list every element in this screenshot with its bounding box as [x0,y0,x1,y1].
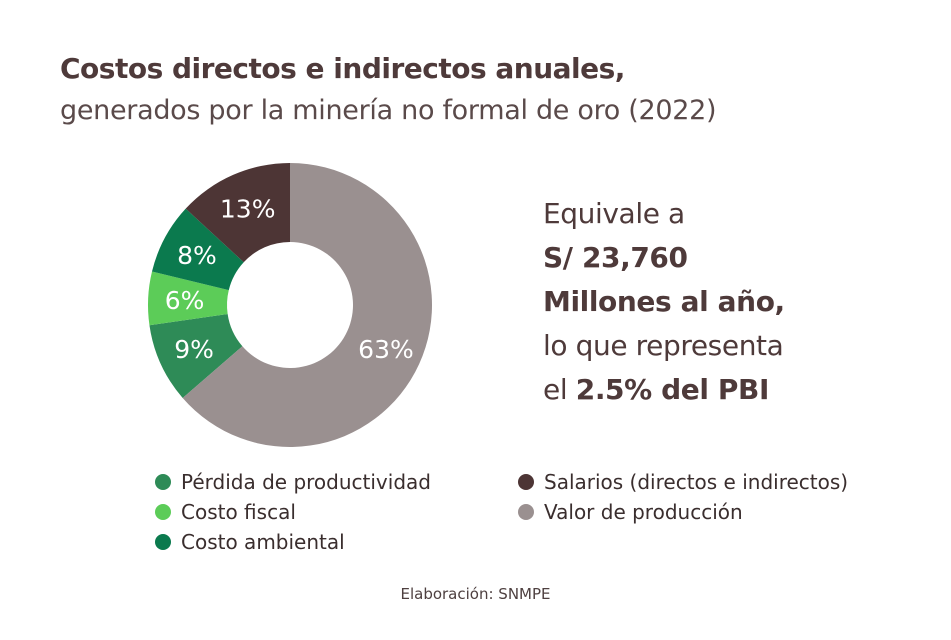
callout-line-4: lo que representa [543,329,784,362]
slice-label-1: 6% [165,286,205,315]
legend-label: Salarios (directos e indirectos) [544,470,849,494]
slice-label-4: 63% [358,335,414,364]
legend-item-produccion: Valor de producción [518,497,848,527]
donut-chart: 9% 6% 8%13% 63% [148,163,432,447]
callout-text: Equivale a S/ 23,760 Millones al año, lo… [543,192,785,412]
slice-label-3: 13% [220,194,276,223]
donut-slice-3 [185,163,290,263]
legend-label: Valor de producción [544,500,743,524]
legend-item-ambiental: Costo ambiental [155,527,431,557]
donut-slice-2 [152,208,244,291]
legend-item-salarios: Salarios (directos e indirectos) [518,467,848,497]
chart-title: Costos directos e indirectos anuales, [60,52,625,85]
legend-label: Costo fiscal [181,500,296,524]
legend-item-perdida: Pérdida de productividad [155,467,431,497]
legend-label: Costo ambiental [181,530,345,554]
chart-subtitle: generados por la minería no formal de or… [60,95,717,126]
legend-left: Pérdida de productividad Costo fiscal Co… [155,467,431,557]
callout-amount: S/ 23,760 [543,241,688,274]
legend-right: Salarios (directos e indirectos) Valor d… [518,467,848,527]
callout-unit: Millones al año, [543,285,785,318]
slice-label-0: 9% [174,335,214,364]
callout-line-1: Equivale a [543,197,685,230]
donut-slice-0 [149,313,243,398]
donut-slice-4 [182,163,432,447]
donut-slice-1 [148,271,229,326]
legend-swatch [155,534,171,550]
slice-label-2: 8% [177,241,217,270]
callout-line-5-prefix: el [543,373,568,406]
legend-swatch [155,474,171,490]
callout-line-5: el 2.5% del PBI [543,368,785,412]
legend-swatch [155,504,171,520]
legend-swatch [518,474,534,490]
legend-swatch [518,504,534,520]
callout-pbi: 2.5% del PBI [575,373,770,406]
source-note: Elaboración: SNMPE [400,585,551,603]
legend-item-fiscal: Costo fiscal [155,497,431,527]
legend-label: Pérdida de productividad [181,470,431,494]
